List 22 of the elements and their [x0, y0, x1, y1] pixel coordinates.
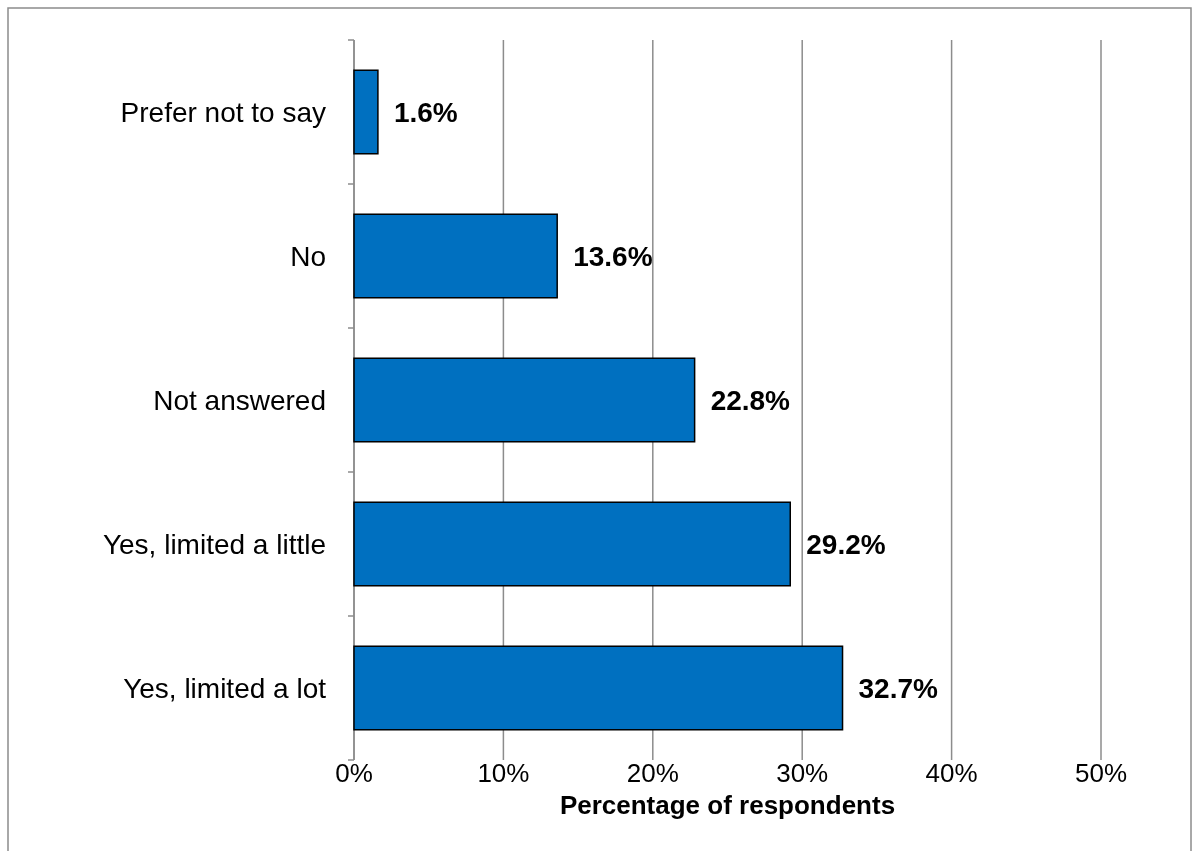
x-tick-label: 20%: [626, 758, 679, 788]
data-label: 32.7%: [858, 672, 939, 704]
data-label: 22.8%: [710, 384, 791, 416]
x-tick-label: 10%: [477, 758, 530, 788]
data-label: 13.6%: [573, 240, 653, 272]
x-axis-title: Percentage of respondents: [559, 790, 896, 820]
data-label: 1.6%: [393, 96, 458, 128]
bar: [353, 213, 558, 299]
bar: [353, 501, 791, 587]
y-tick-label: Yes, limited a lot: [123, 672, 327, 704]
x-tick-label: 0%: [335, 758, 373, 788]
y-tick-label: Prefer not to say: [120, 96, 326, 128]
bar: [353, 357, 696, 443]
x-tick-label: 40%: [925, 758, 978, 788]
y-tick-label: Yes, limited a little: [102, 528, 326, 560]
bar: [353, 69, 379, 155]
data-label: 29.2%: [806, 528, 886, 560]
bar: [353, 645, 844, 731]
x-tick-label: 50%: [1074, 758, 1128, 788]
x-tick-label: 30%: [776, 758, 829, 788]
y-tick-label: Not answered: [153, 384, 326, 416]
y-tick-label: No: [290, 240, 326, 272]
